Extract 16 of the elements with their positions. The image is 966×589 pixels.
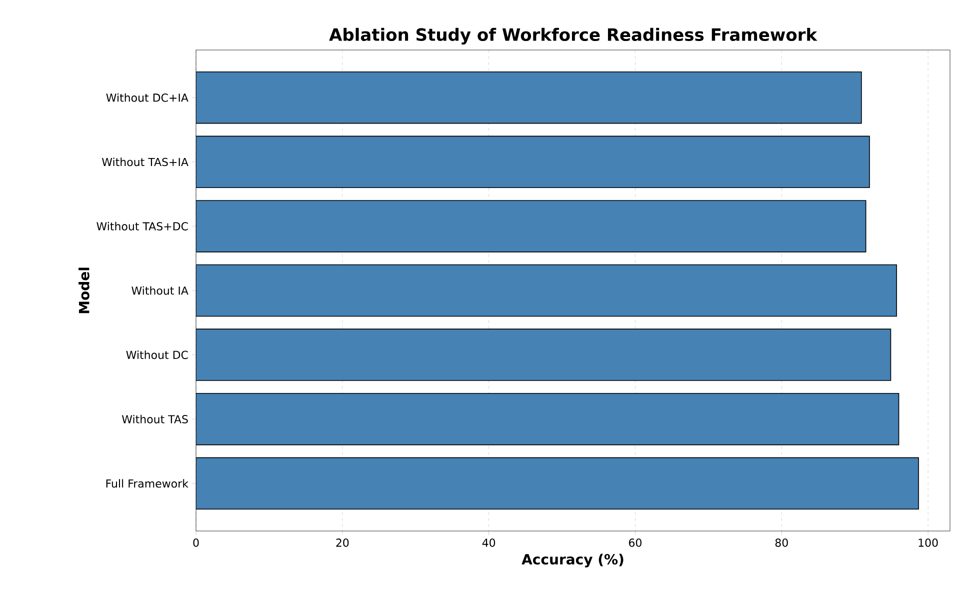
- y-tick-label: Without TAS: [122, 414, 188, 424]
- x-axis-title: Accuracy (%): [522, 554, 624, 568]
- x-tick-label: 0: [193, 538, 199, 547]
- y-tick-label: Without TAS+DC: [96, 222, 188, 230]
- x-tick-label: 40: [482, 538, 496, 547]
- y-tick-label: Without DC: [126, 350, 188, 360]
- y-tick-label: Without TAS+IA: [102, 158, 188, 166]
- x-tick-label: 60: [629, 538, 642, 547]
- y-tick-label: Without IA: [132, 286, 188, 295]
- chart-title: Ablation Study of Workforce Readiness Framework: [329, 28, 818, 44]
- y-tick-label: Full Framework: [106, 479, 188, 488]
- y-tick-label: Without DC+IA: [106, 93, 188, 102]
- x-tick-label: 20: [336, 538, 349, 547]
- y-axis-title: Model: [78, 268, 90, 314]
- x-tick-label: 80: [775, 538, 788, 547]
- x-tick-label: 100: [918, 538, 938, 547]
